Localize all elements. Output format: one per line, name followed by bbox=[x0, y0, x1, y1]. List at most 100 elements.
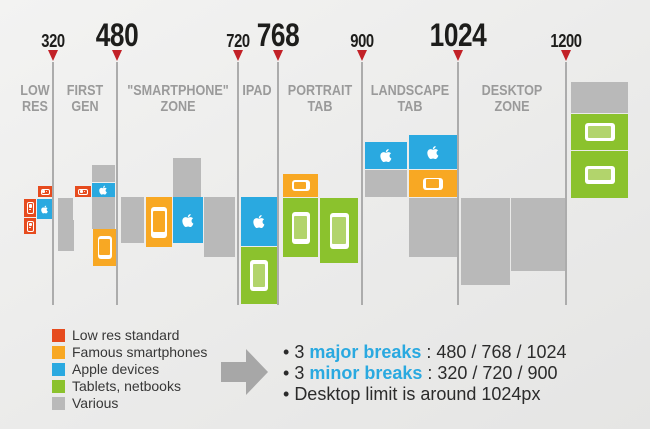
apple-icon bbox=[380, 148, 392, 163]
device-block-gray bbox=[173, 182, 201, 197]
breakpoint-marker-icon bbox=[453, 50, 463, 61]
breakpoint-marker-icon bbox=[233, 50, 243, 61]
zone-label-low-res: LOW RES bbox=[20, 83, 49, 115]
device-block-orange bbox=[146, 197, 172, 247]
device-block-green bbox=[283, 198, 318, 257]
summary-bullet: • 3 minor breaks : 320 / 720 / 900 bbox=[283, 363, 567, 384]
phone-keypad bbox=[45, 190, 47, 193]
zone-label-line: ZONE bbox=[494, 98, 530, 115]
tablet-h-icon bbox=[584, 123, 615, 141]
device-block-gray bbox=[571, 82, 628, 113]
phone-h-icon bbox=[78, 188, 88, 195]
summary-bullet: • 3 major breaks : 480 / 768 / 1024 bbox=[283, 342, 567, 363]
phone-v-icon bbox=[26, 220, 34, 232]
legend-item: Apple devices bbox=[52, 361, 160, 377]
breakpoint-marker-icon bbox=[273, 50, 283, 61]
tablet-screen bbox=[588, 126, 611, 138]
device-block-green bbox=[571, 114, 628, 150]
legend-label: Apple devices bbox=[72, 361, 160, 377]
phone-screen bbox=[28, 222, 32, 226]
apple-icon bbox=[427, 145, 439, 159]
zone-label-line: TAB bbox=[307, 98, 333, 115]
phone-keypad bbox=[83, 190, 86, 193]
breakpoint-line bbox=[457, 62, 459, 305]
breakpoint-line bbox=[52, 62, 54, 305]
zone-label-line: FIRST bbox=[66, 82, 104, 99]
device-block-gray bbox=[58, 220, 74, 251]
breakpoint-line bbox=[361, 62, 363, 305]
device-block-gray bbox=[511, 198, 565, 271]
zone-label-line: TAB bbox=[397, 98, 423, 115]
tablet-screen bbox=[332, 217, 346, 244]
tablet-v-icon bbox=[250, 260, 268, 291]
device-block-orange bbox=[283, 174, 318, 197]
breakpoint-label-320: 320 bbox=[41, 31, 65, 51]
breakpoint-label-480: 480 bbox=[95, 17, 139, 53]
bullet-prefix: 3 bbox=[294, 363, 310, 383]
breakpoint-marker-icon bbox=[48, 50, 58, 61]
bullet-prefix: 3 bbox=[294, 342, 310, 362]
device-block-blue bbox=[92, 183, 115, 197]
legend-label: Tablets, netbooks bbox=[72, 378, 181, 394]
phone-screen bbox=[28, 204, 32, 208]
device-block-blue bbox=[173, 197, 203, 243]
breakpoint-label-1200: 1200 bbox=[550, 31, 582, 51]
breakpoint-line bbox=[116, 62, 118, 305]
breakpoint-marker-icon bbox=[112, 50, 122, 61]
breakpoint-label-768: 768 bbox=[256, 17, 300, 53]
bullet-suffix: : 320 / 720 / 900 bbox=[422, 363, 558, 383]
phone-v-icon bbox=[26, 202, 34, 214]
tablet-screen bbox=[252, 264, 266, 287]
legend-item: Tablets, netbooks bbox=[52, 378, 181, 394]
breakpoint-label-1024: 1024 bbox=[429, 17, 487, 53]
device-block-gray bbox=[92, 165, 115, 182]
device-block-blue bbox=[365, 142, 407, 169]
device-block-green bbox=[320, 198, 358, 263]
zone-label-first-gen: FIRST GEN bbox=[67, 83, 103, 115]
legend-swatch-gray bbox=[52, 396, 65, 410]
legend-item: Low res standard bbox=[52, 327, 179, 343]
device-block-gray bbox=[409, 198, 457, 257]
legend-swatch-green bbox=[52, 379, 65, 393]
device-block-orange bbox=[93, 229, 116, 266]
device-block-gray bbox=[173, 158, 201, 182]
device-block-gray bbox=[92, 197, 115, 229]
tablet-v-icon bbox=[291, 211, 310, 244]
bullet-suffix: : 480 / 768 / 1024 bbox=[421, 342, 567, 362]
device-block-blue bbox=[241, 197, 277, 246]
apple-icon bbox=[182, 213, 194, 227]
bullet-dot: • bbox=[283, 363, 295, 383]
breakpoint-line bbox=[565, 62, 567, 305]
smartphone-h-icon bbox=[291, 180, 310, 191]
tablet-screen bbox=[588, 168, 611, 181]
bullet-prefix: Desktop limit is around 1024px bbox=[294, 384, 541, 404]
apple-icon bbox=[99, 185, 108, 195]
device-block-red bbox=[38, 186, 52, 197]
zone-label-portrait-tab: PORTRAIT TAB bbox=[288, 83, 352, 115]
breakpoint-marker-icon bbox=[357, 50, 367, 61]
device-block-orange bbox=[409, 170, 457, 197]
legend-swatch-orange bbox=[52, 345, 65, 359]
device-block-red bbox=[24, 199, 36, 217]
smartphone-v-icon bbox=[151, 206, 167, 238]
zone-label-ipad: IPAD bbox=[242, 83, 271, 99]
zone-label-desktop-zone: DESKTOP ZONE bbox=[482, 83, 543, 115]
phone-keypad bbox=[28, 226, 32, 228]
device-block-red bbox=[75, 186, 91, 197]
breakpoint-line bbox=[277, 62, 279, 305]
device-block-blue bbox=[409, 135, 457, 169]
smartphone-screen bbox=[153, 211, 165, 233]
device-block-blue bbox=[37, 199, 52, 219]
bullet-dot: • bbox=[283, 384, 295, 404]
zone-label-landscape-tab: LANDSCAPE TAB bbox=[371, 83, 449, 115]
legend-swatch-blue bbox=[52, 362, 65, 376]
zone-label-line: ZONE bbox=[160, 98, 196, 115]
legend-item: Famous smartphones bbox=[52, 344, 207, 360]
phone-screen bbox=[80, 190, 83, 193]
bullet-dot: • bbox=[283, 342, 295, 362]
smartphone-v-icon bbox=[97, 236, 112, 259]
device-block-gray bbox=[121, 197, 144, 243]
smartphone-screen bbox=[99, 239, 110, 256]
summary-bullet: • Desktop limit is around 1024px bbox=[283, 384, 567, 405]
